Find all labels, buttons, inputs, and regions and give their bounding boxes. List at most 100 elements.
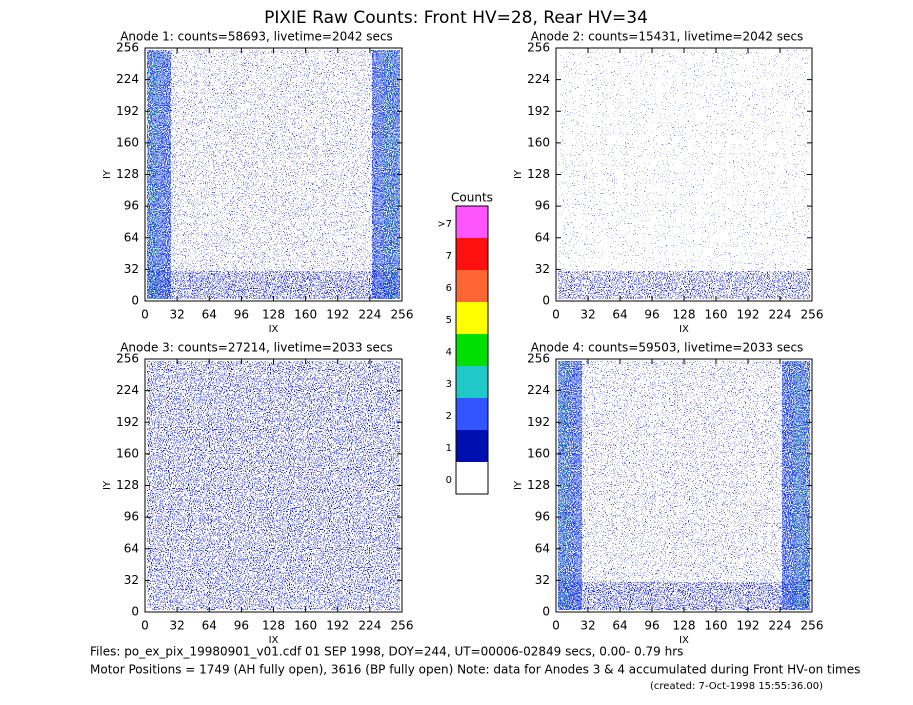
y-tick-label: 160 [527,446,550,460]
colorbar-label: 6 [446,283,452,294]
colorbar-swatch [456,238,488,270]
x-tick-label: 0 [141,308,149,322]
hot-texture [147,50,159,299]
x-tick-label: 192 [326,619,349,633]
panel-title: Anode 1: counts=58693, livetime=2042 sec… [120,30,393,44]
y-tick-label: 256 [527,41,550,55]
colorbar-label: 3 [446,379,452,390]
y-tick-label: 96 [535,510,550,524]
colorbar-label: 7 [446,251,452,262]
x-axis-label: IX [679,635,689,646]
colorbar-label: 4 [446,347,452,358]
y-tick-label: 0 [131,605,139,619]
x-tick-label: 32 [580,619,595,633]
colorbar-swatch [456,302,488,334]
y-tick-label: 192 [527,415,550,429]
y-tick-label: 96 [124,199,139,213]
x-axis-label: IX [269,324,279,335]
y-tick-label: 64 [535,541,550,555]
y-tick-label: 160 [527,135,550,149]
x-tick-label: 224 [769,308,792,322]
x-axis-label: IX [679,324,689,335]
y-tick-label: 64 [124,541,139,555]
colorbar-label: >7 [437,219,452,230]
y-tick-label: 192 [527,104,550,118]
y-tick-label: 0 [131,294,139,308]
panel-title: Anode 3: counts=27214, livetime=2033 sec… [120,341,393,355]
colorbar-label: 0 [446,475,452,486]
y-tick-label: 64 [124,230,139,244]
count-texture [558,582,810,610]
x-tick-label: 256 [801,619,824,633]
count-texture [147,582,400,610]
colorbar-label: 2 [446,411,452,422]
count-texture [558,361,810,610]
count-texture [558,50,810,299]
x-tick-label: 64 [612,308,627,322]
y-tick-label: 160 [116,135,139,149]
y-tick-label: 192 [116,415,139,429]
x-tick-label: 64 [612,619,627,633]
x-tick-label: 192 [326,308,349,322]
panel-title: Anode 4: counts=59503, livetime=2033 sec… [531,341,804,355]
y-tick-label: 224 [527,72,550,86]
colorbar-swatch [456,334,488,366]
x-tick-label: 256 [391,308,414,322]
colorbar-label: 1 [446,443,452,454]
colorbar-title: Counts [451,191,493,205]
y-tick-label: 224 [527,383,550,397]
count-texture [147,50,400,299]
x-tick-label: 32 [580,308,595,322]
x-tick-label: 64 [202,619,217,633]
x-tick-label: 64 [202,308,217,322]
x-tick-label: 96 [644,619,659,633]
colorbar-swatch [456,398,488,430]
y-tick-label: 128 [116,167,139,181]
count-texture [147,361,400,610]
footer-files: Files: po_ex_pix_19980901_v01.cdf 01 SEP… [90,645,683,659]
y-tick-label: 160 [116,446,139,460]
x-tick-label: 32 [169,308,184,322]
y-tick-label: 256 [527,352,550,366]
x-tick-label: 160 [705,308,728,322]
footer-motor: Motor Positions = 1749 (AH fully open), … [90,663,860,677]
x-tick-label: 192 [737,308,760,322]
x-tick-label: 0 [552,308,560,322]
colorbar-swatch [456,206,488,238]
count-texture [558,271,810,299]
y-tick-label: 224 [116,383,139,397]
y-tick-label: 32 [535,262,550,276]
y-tick-label: 32 [124,573,139,587]
x-tick-label: 0 [141,619,149,633]
y-tick-label: 0 [542,605,550,619]
y-tick-label: 96 [535,199,550,213]
x-tick-label: 128 [673,308,696,322]
x-tick-label: 224 [358,308,381,322]
x-tick-label: 224 [769,619,792,633]
x-tick-label: 96 [234,619,249,633]
x-tick-label: 32 [169,619,184,633]
colorbar-swatch [456,366,488,398]
y-axis-label: IY [102,169,113,179]
y-tick-label: 96 [124,510,139,524]
y-tick-label: 32 [535,573,550,587]
colorbar-frame [455,205,489,495]
panel-title: Anode 2: counts=15431, livetime=2042 sec… [531,30,804,44]
y-axis-label: IY [513,169,524,179]
y-axis-label: IY [513,480,524,490]
y-tick-label: 128 [527,478,550,492]
y-tick-label: 256 [116,352,139,366]
colorbar-label: 5 [446,315,452,326]
hot-texture [384,50,398,299]
y-tick-label: 224 [116,72,139,86]
x-tick-label: 192 [737,619,760,633]
x-tick-label: 160 [294,308,317,322]
x-tick-label: 256 [391,619,414,633]
x-tick-label: 160 [705,619,728,633]
x-tick-label: 0 [552,619,560,633]
y-tick-label: 128 [116,478,139,492]
colorbar-swatch [456,270,488,302]
x-tick-label: 224 [358,619,381,633]
page-title: PIXIE Raw Counts: Front HV=28, Rear HV=3… [264,8,648,28]
